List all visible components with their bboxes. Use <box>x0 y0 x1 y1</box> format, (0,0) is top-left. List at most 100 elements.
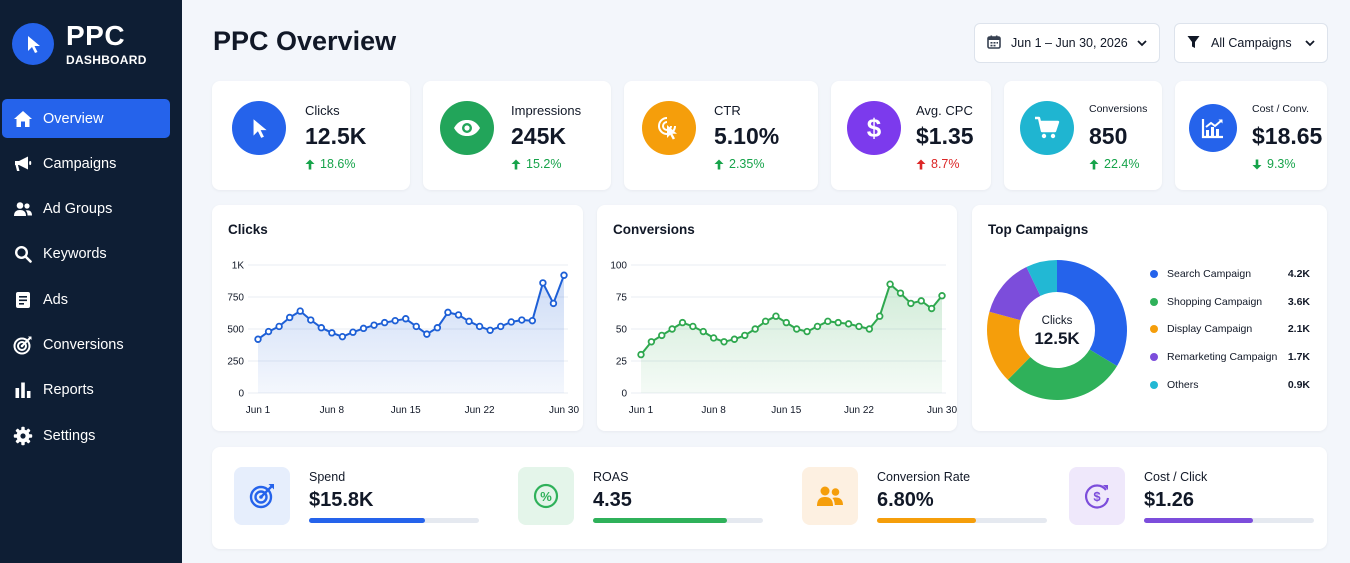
data-point[interactable] <box>876 312 884 320</box>
data-point[interactable] <box>741 331 749 340</box>
data-point[interactable] <box>317 324 326 332</box>
sidebar-item-ads[interactable]: Ads <box>2 280 170 319</box>
data-point[interactable] <box>507 318 515 326</box>
data-point[interactable] <box>803 327 811 336</box>
sidebar-item-keywords[interactable]: Keywords <box>2 235 170 274</box>
data-point[interactable] <box>772 312 780 320</box>
data-point[interactable] <box>761 317 770 326</box>
donut-slice[interactable] <box>989 267 1041 321</box>
data-point[interactable] <box>496 322 505 331</box>
data-point[interactable] <box>689 322 697 331</box>
data-point[interactable] <box>927 304 936 313</box>
sidebar-item-settings[interactable]: Settings <box>2 416 170 455</box>
sidebar-item-overview[interactable]: Overview <box>2 99 170 138</box>
metric-progress-fill <box>309 518 425 523</box>
donut-slice[interactable] <box>987 311 1031 380</box>
data-point[interactable] <box>518 316 526 324</box>
data-point[interactable] <box>917 297 925 305</box>
data-point[interactable] <box>720 338 728 346</box>
data-point[interactable] <box>444 308 452 317</box>
data-point[interactable] <box>264 327 273 336</box>
data-point[interactable] <box>528 316 537 325</box>
legend-item[interactable]: Search Campaign 4.2K <box>1150 268 1310 280</box>
legend-item[interactable]: Remarketing Campaign 1.7K <box>1150 351 1310 363</box>
data-point[interactable] <box>792 325 801 333</box>
sidebar-item-ad-groups[interactable]: Ad Groups <box>2 190 170 229</box>
kpi-card-avg-cpc[interactable]: $ Avg. CPC $1.35 8.7% <box>831 81 991 190</box>
data-point[interactable] <box>730 335 739 343</box>
data-point[interactable] <box>907 299 915 308</box>
kpi-card-cost-per-conversion[interactable]: Cost / Conv. $18.65 9.3% <box>1175 81 1327 190</box>
legend-item[interactable]: Shopping Campaign 3.6K <box>1150 296 1310 308</box>
kpi-delta-value: 15.2% <box>526 157 562 171</box>
data-point[interactable] <box>647 338 656 346</box>
data-point[interactable] <box>285 313 294 322</box>
sidebar-item-conversions[interactable]: Conversions <box>2 325 170 364</box>
kpi-card-impressions[interactable]: Impressions 245K 15.2% <box>423 81 611 190</box>
data-point[interactable] <box>402 315 410 323</box>
data-point[interactable] <box>549 299 558 308</box>
data-point[interactable] <box>637 350 645 359</box>
data-point[interactable] <box>380 318 389 327</box>
data-point[interactable] <box>275 322 283 331</box>
data-point[interactable] <box>855 322 863 331</box>
data-point[interactable] <box>307 316 315 324</box>
sidebar-item-reports[interactable]: Reports <box>2 371 170 410</box>
data-point[interactable] <box>423 330 431 338</box>
data-point[interactable] <box>938 292 946 300</box>
chart-title: Clicks <box>228 222 268 237</box>
data-point[interactable] <box>782 318 791 327</box>
kpi-card-conversions[interactable]: Conversions 850 22.4% <box>1004 81 1162 190</box>
data-point[interactable] <box>391 316 399 325</box>
svg-text:$: $ <box>1093 489 1101 504</box>
data-point[interactable] <box>370 321 378 329</box>
date-range-picker[interactable]: Jun 1 – Jun 30, 2026 <box>974 23 1160 63</box>
data-point[interactable] <box>433 324 442 332</box>
legend-item[interactable]: Display Campaign 2.1K <box>1150 323 1310 335</box>
donut-slice[interactable] <box>1057 260 1127 367</box>
data-point[interactable] <box>465 317 473 326</box>
donut-slice[interactable] <box>1026 260 1057 296</box>
data-point[interactable] <box>560 271 568 279</box>
data-point[interactable] <box>475 322 484 331</box>
data-point[interactable] <box>454 311 463 319</box>
data-point[interactable] <box>678 318 687 327</box>
data-point[interactable] <box>751 325 759 333</box>
data-point[interactable] <box>658 331 666 340</box>
data-point[interactable] <box>844 320 853 328</box>
data-point[interactable] <box>865 325 874 333</box>
kpi-delta-value: 2.35% <box>729 157 765 171</box>
sidebar-item-campaigns[interactable]: Campaigns <box>2 144 170 183</box>
metrics-strip: Spend $15.8K % ROAS 4.35 Conversion Rate… <box>212 447 1327 549</box>
logo[interactable]: PPC DASHBOARD <box>12 22 147 66</box>
data-point[interactable] <box>349 328 357 336</box>
kpi-value: 245K <box>511 123 566 149</box>
data-point[interactable] <box>359 324 368 333</box>
kpi-delta: 15.2% <box>511 157 561 171</box>
sidebar-item-label: Ads <box>43 291 68 308</box>
data-point[interactable] <box>338 332 347 341</box>
kpi-card-clicks[interactable]: Clicks 12.5K 18.6% <box>212 81 410 190</box>
data-point[interactable] <box>486 326 494 334</box>
sidebar-item-label: Reports <box>43 382 94 399</box>
data-point[interactable] <box>296 307 304 315</box>
donut-slice[interactable] <box>1007 349 1118 400</box>
data-point[interactable] <box>834 318 842 327</box>
data-point[interactable] <box>824 317 832 326</box>
data-point[interactable] <box>813 322 822 331</box>
kpi-card-ctr[interactable]: CTR 5.10% 2.35% <box>624 81 818 190</box>
campaign-filter[interactable]: All Campaigns <box>1174 23 1328 63</box>
data-point[interactable] <box>668 325 676 333</box>
legend-item[interactable]: Others 0.9K <box>1150 379 1310 391</box>
data-point[interactable] <box>709 334 718 342</box>
arrow-up-icon <box>511 159 521 169</box>
data-point[interactable] <box>896 289 905 297</box>
data-point[interactable] <box>539 279 547 287</box>
data-point[interactable] <box>699 327 707 336</box>
data-point[interactable] <box>412 322 420 331</box>
cart-icon <box>1020 101 1074 155</box>
kpi-label: Impressions <box>511 103 582 118</box>
data-point[interactable] <box>886 280 894 288</box>
data-point[interactable] <box>328 329 336 337</box>
data-point[interactable] <box>254 335 262 343</box>
